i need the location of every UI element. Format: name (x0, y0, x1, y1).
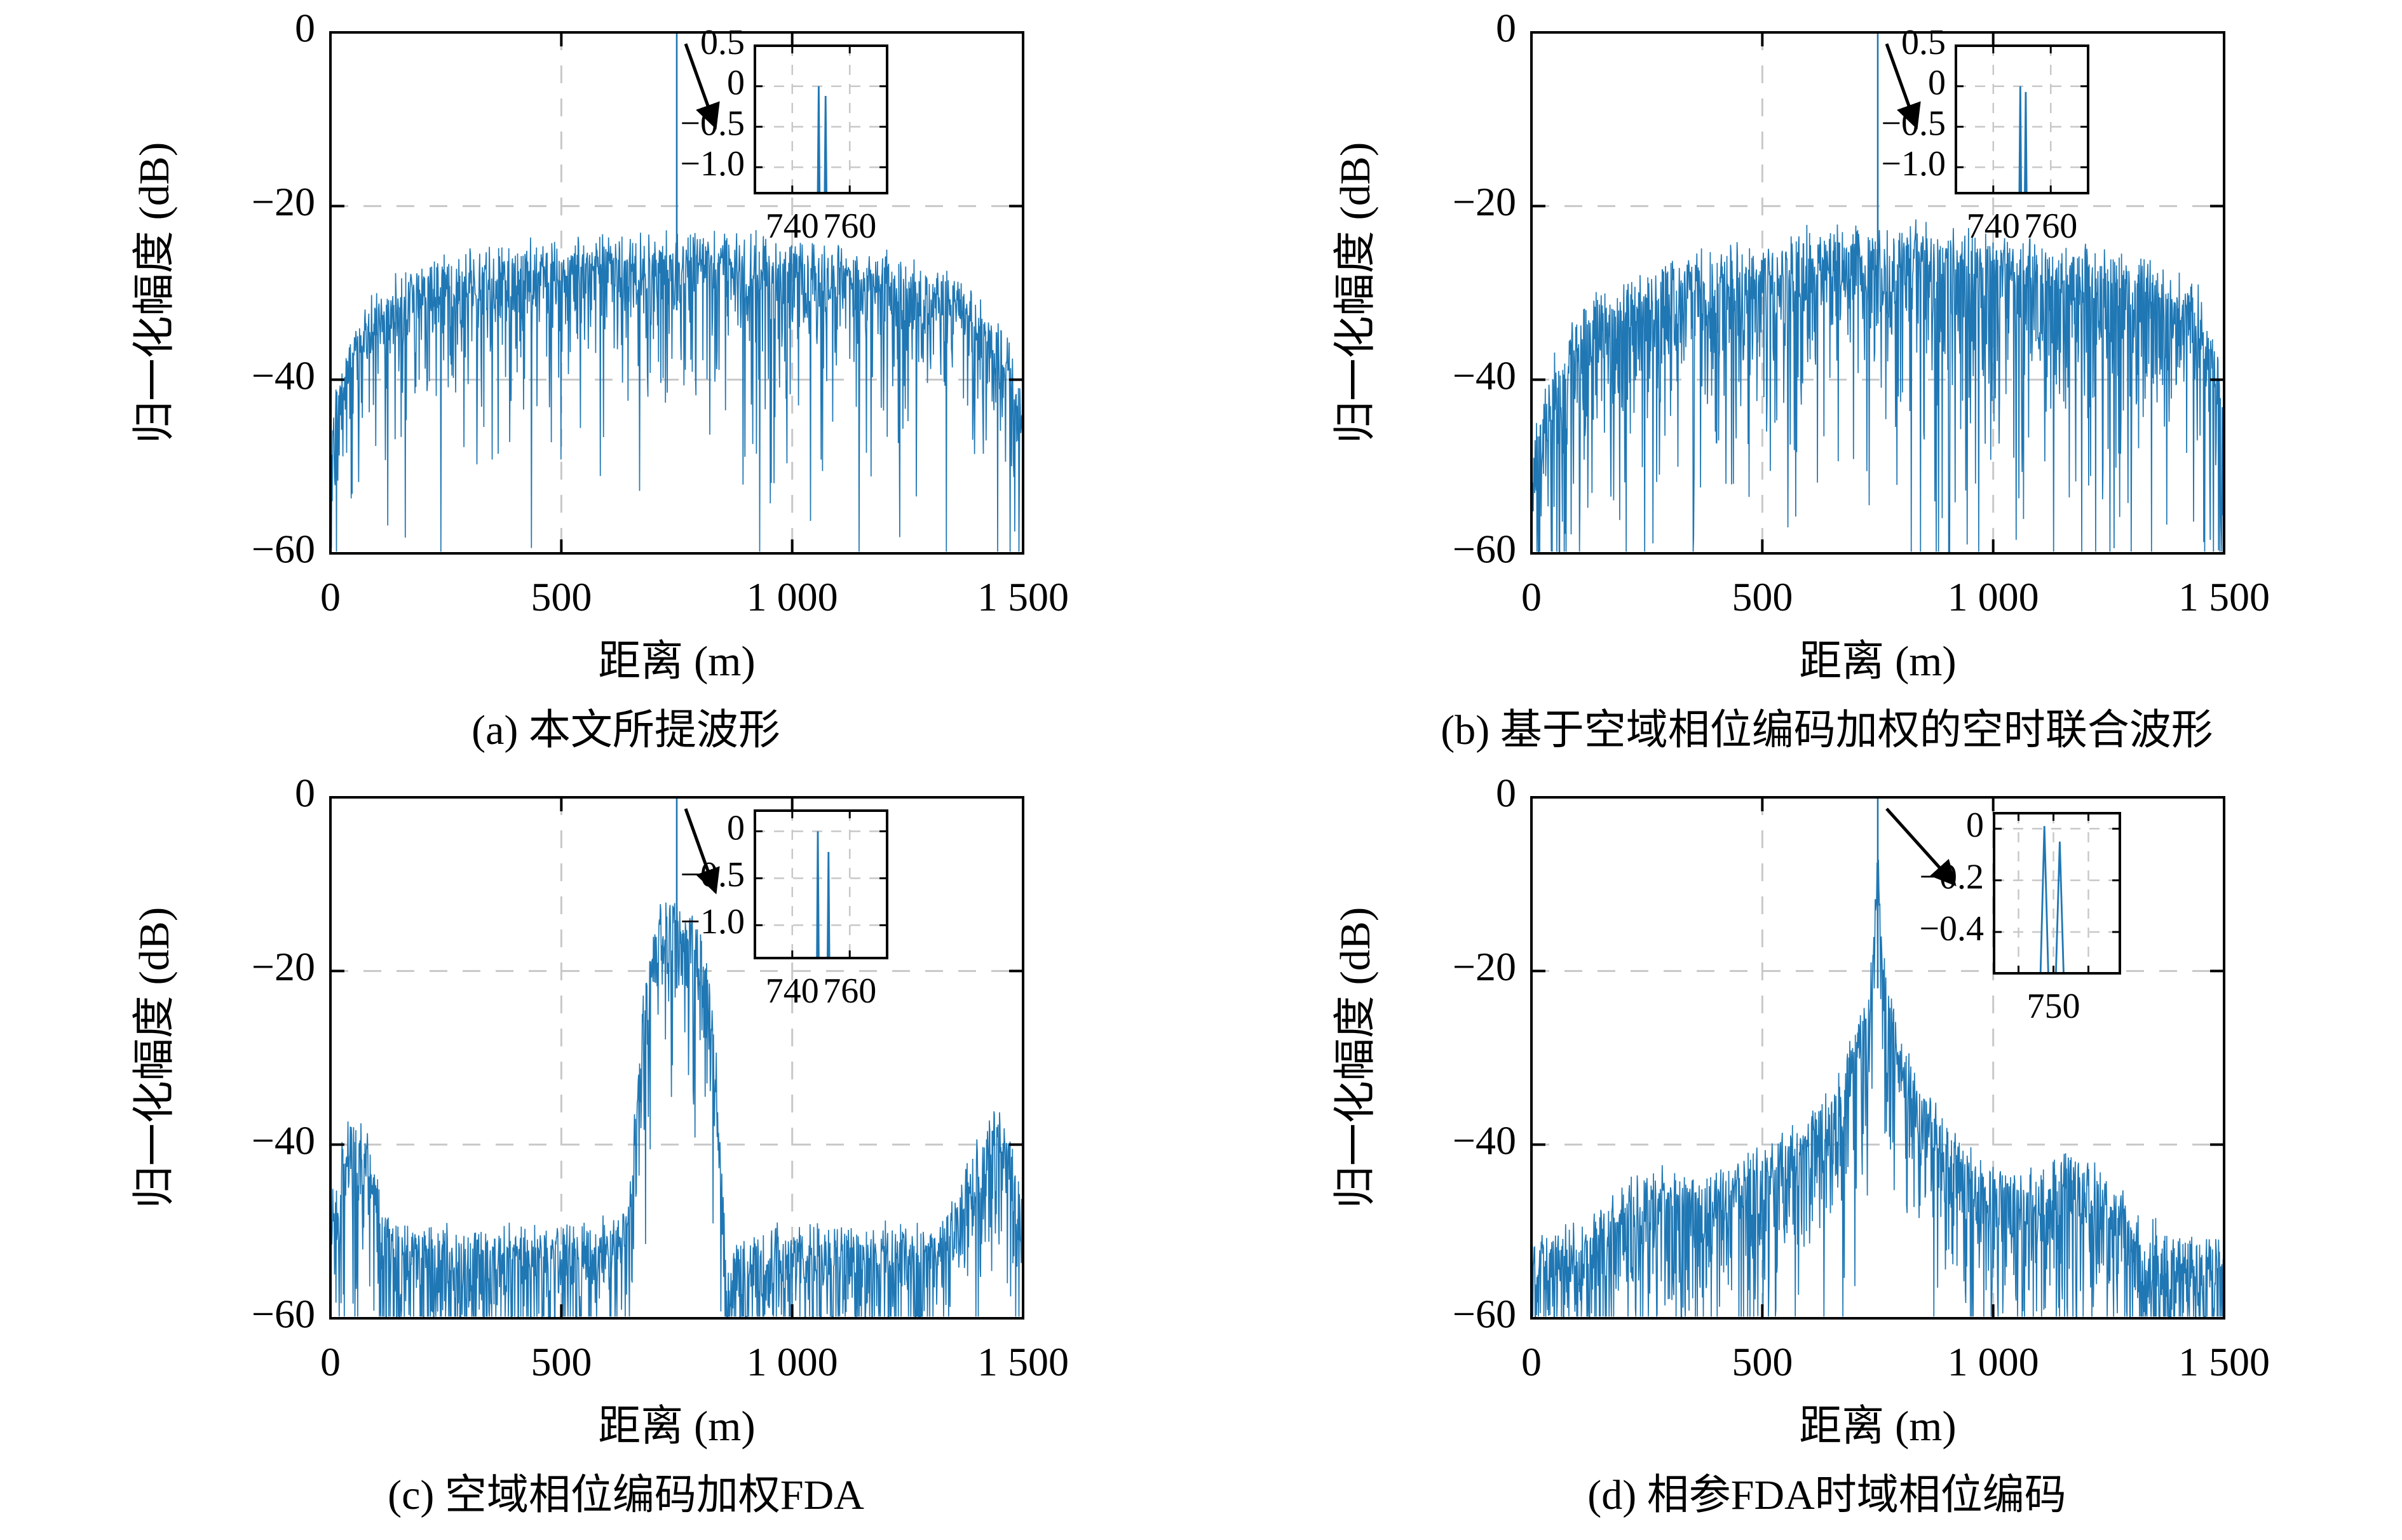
svg-text:−20: −20 (1453, 944, 1516, 989)
svg-text:−40: −40 (252, 353, 315, 398)
chart-b: 0 500 1 000 1 500 0 −20 −40 −60 距离 (m) 归一化幅度 (dB)… (1332, 10, 2270, 685)
svg-text:距离 (m): 距离 (m) (1799, 1403, 1957, 1450)
svg-text:0: 0 (320, 1339, 341, 1384)
svg-text:−1.0: −1.0 (680, 144, 745, 184)
svg-text:760: 760 (823, 206, 876, 246)
svg-text:760: 760 (823, 971, 876, 1011)
svg-text:0: 0 (1521, 1339, 1542, 1384)
svg-text:500: 500 (1732, 1339, 1793, 1384)
svg-text:−40: −40 (1453, 353, 1516, 398)
svg-text:0: 0 (295, 775, 315, 816)
svg-text:归一化幅度 (dB): 归一化幅度 (dB) (1332, 907, 1379, 1209)
svg-text:760: 760 (2024, 206, 2077, 246)
svg-text:归一化幅度 (dB): 归一化幅度 (dB) (131, 907, 178, 1209)
caption-d: (d) 相参FDA时域相位编码 (1587, 1472, 2066, 1518)
svg-text:1 000: 1 000 (1948, 574, 2039, 619)
chart-c: 0 500 1 000 1 500 0 −20 −40 −60 距离 (m) 归一化幅度 (dB)… (131, 775, 1069, 1450)
svg-text:距离 (m): 距离 (m) (598, 638, 756, 685)
svg-text:−20: −20 (1453, 179, 1516, 224)
panel-c: 0 500 1 000 1 500 0 −20 −40 −60 距离 (m) 归一化幅度 (dB)… (25, 775, 1226, 1540)
svg-text:−40: −40 (1453, 1118, 1516, 1163)
svg-text:1 000: 1 000 (747, 1339, 838, 1384)
svg-text:−60: −60 (252, 1292, 315, 1337)
svg-text:−60: −60 (1453, 527, 1516, 572)
panel-b: 0 500 1 000 1 500 0 −20 −40 −60 距离 (m) 归一化幅度 (dB)… (1226, 10, 2402, 775)
svg-text:−20: −20 (252, 179, 315, 224)
chart-a: 0 500 1 000 1 500 0 −20 −40 −60 距离 (m) 归一化幅度 (dB)… (131, 10, 1069, 685)
caption-b: (b) 基于空域相位编码加权的空时联合波形 (1441, 707, 2213, 753)
svg-text:归一化幅度 (dB): 归一化幅度 (dB) (1332, 142, 1379, 444)
svg-text:1 000: 1 000 (1948, 1339, 2039, 1384)
svg-text:0: 0 (295, 10, 315, 51)
svg-text:0: 0 (1928, 64, 1946, 103)
svg-text:0.5: 0.5 (700, 23, 745, 62)
svg-text:0: 0 (727, 64, 745, 103)
svg-text:500: 500 (1732, 574, 1793, 619)
svg-text:0.5: 0.5 (1901, 23, 1946, 62)
chart-d: 0 500 1 000 1 500 0 −20 −40 −60 距离 (m) 归一化幅度 (dB)… (1332, 775, 2270, 1450)
svg-text:−1.0: −1.0 (1881, 144, 1946, 184)
caption-a: (a) 本文所提波形 (472, 707, 780, 753)
svg-text:0: 0 (1496, 775, 1516, 816)
svg-text:0: 0 (727, 808, 745, 848)
svg-text:740: 740 (1967, 206, 2020, 246)
panel-d: 0 500 1 000 1 500 0 −20 −40 −60 距离 (m) 归一化幅度 (dB)… (1226, 775, 2402, 1540)
svg-text:距离 (m): 距离 (m) (1799, 638, 1957, 685)
panel-a: 0 500 1 000 1 500 0 −20 −40 −60 距离 (m) 归一化幅度 (dB)… (25, 10, 1226, 775)
svg-text:−20: −20 (252, 944, 315, 989)
svg-text:归一化幅度 (dB): 归一化幅度 (dB) (131, 142, 178, 444)
svg-text:−0.2: −0.2 (1919, 858, 1984, 897)
caption-c: (c) 空域相位编码加权FDA (388, 1472, 864, 1518)
svg-text:−40: −40 (252, 1118, 315, 1163)
svg-text:−0.4: −0.4 (1919, 909, 1984, 949)
svg-text:0: 0 (1521, 574, 1542, 619)
svg-text:740: 740 (766, 206, 819, 246)
svg-text:740: 740 (766, 971, 819, 1011)
svg-text:−0.5: −0.5 (1881, 104, 1946, 143)
svg-text:1 500: 1 500 (977, 574, 1069, 619)
svg-text:0: 0 (1496, 10, 1516, 51)
svg-text:−0.5: −0.5 (680, 855, 745, 895)
svg-text:−60: −60 (1453, 1292, 1516, 1337)
svg-text:1 500: 1 500 (2178, 1339, 2270, 1384)
svg-text:−1.0: −1.0 (680, 902, 745, 942)
svg-text:1 000: 1 000 (747, 574, 838, 619)
svg-text:0: 0 (1966, 806, 1984, 845)
svg-text:−0.5: −0.5 (680, 104, 745, 143)
svg-text:1 500: 1 500 (2178, 574, 2270, 619)
svg-text:500: 500 (531, 1339, 592, 1384)
svg-text:0: 0 (320, 574, 341, 619)
svg-text:1 500: 1 500 (977, 1339, 1069, 1384)
svg-text:−60: −60 (252, 527, 315, 572)
svg-text:500: 500 (531, 574, 592, 619)
svg-text:750: 750 (2027, 987, 2080, 1026)
svg-text:距离 (m): 距离 (m) (598, 1403, 756, 1450)
